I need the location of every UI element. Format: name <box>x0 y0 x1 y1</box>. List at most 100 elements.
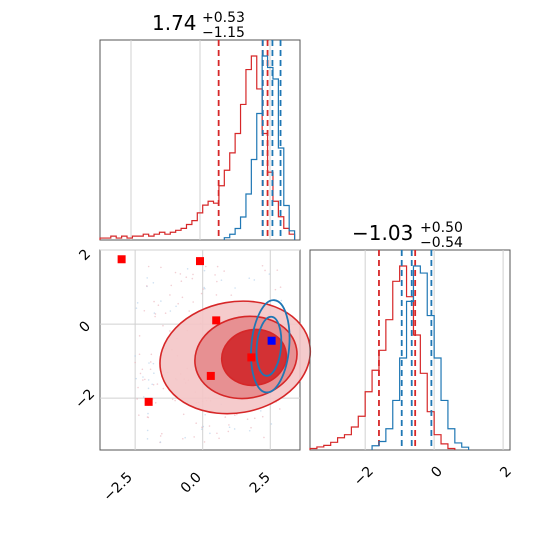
scatter-point <box>181 437 184 440</box>
blue-square-marker <box>267 336 276 345</box>
scatter-point <box>156 383 159 385</box>
scatter-point <box>182 413 185 416</box>
scatter-point <box>259 410 262 412</box>
scatter-point <box>188 310 191 312</box>
scatter-point <box>147 412 149 415</box>
scatter-point <box>236 413 238 416</box>
scatter-point <box>169 294 171 296</box>
joint-xtick-labels: −2.5 0.0 2.5 <box>100 470 273 505</box>
scatter-point <box>234 414 236 416</box>
panel-bottom-right-frame <box>309 249 511 451</box>
hist-series-1-step <box>371 265 470 450</box>
scatter-point <box>169 330 171 332</box>
scatter-point <box>191 277 194 280</box>
scatter-point <box>138 335 141 337</box>
scatter-point <box>204 413 206 416</box>
hist-series-1-step <box>223 55 296 240</box>
title-param2-sub: −0.54 <box>420 235 463 251</box>
scatter-point <box>152 281 155 284</box>
title-param1-sub: −1.15 <box>202 25 245 41</box>
scatter-point <box>174 271 177 274</box>
scatter-point <box>181 296 184 299</box>
scatter-point <box>228 426 231 429</box>
scatter-point <box>270 423 273 425</box>
red-square-marker <box>206 371 215 380</box>
scatter-point <box>150 353 153 356</box>
scatter-point <box>261 264 264 267</box>
scatter-point <box>154 315 156 318</box>
joint-xtick-label: 0.0 <box>178 470 205 497</box>
scatter-point <box>227 430 230 433</box>
scatter-point <box>177 302 179 305</box>
panel-bottom-left <box>99 249 312 451</box>
scatter-point <box>204 287 206 290</box>
scatter-point <box>216 265 219 268</box>
red-square-marker <box>212 316 221 325</box>
scatter-point <box>135 307 138 309</box>
scatter-point <box>157 304 160 306</box>
scatter-point <box>138 414 140 416</box>
scatter-point <box>202 288 205 290</box>
scatter-point <box>186 268 189 270</box>
hist2-xtick-label: −2 <box>351 464 377 490</box>
scatter-point <box>201 426 203 429</box>
scatter-point <box>142 376 144 378</box>
scatter-point <box>142 379 144 381</box>
red-square-marker <box>117 255 126 264</box>
scatter-point <box>209 432 211 435</box>
panel-bottom-right <box>309 249 511 451</box>
scatter-point <box>200 292 203 295</box>
scatter-point <box>149 368 152 371</box>
scatter-point <box>146 285 148 287</box>
scatter-point <box>146 429 149 432</box>
scatter-point <box>250 426 252 429</box>
joint-xtick-label: 2.5 <box>247 470 274 497</box>
scatter-point <box>134 355 136 357</box>
red-square-marker <box>144 397 153 406</box>
scatter-point <box>278 408 281 410</box>
scatter-point <box>170 284 173 287</box>
red-square-marker <box>196 257 204 266</box>
scatter-point <box>202 425 205 428</box>
hist2-layer <box>309 250 504 450</box>
scatter-point <box>224 416 227 418</box>
scatter-point <box>171 398 174 401</box>
scatter-point <box>253 417 256 420</box>
blue-contour-level <box>255 315 283 377</box>
scatter-point <box>261 415 264 418</box>
scatter-point <box>233 428 236 430</box>
scatter-point <box>159 441 162 443</box>
joint-xtick-label: −2.5 <box>100 470 135 505</box>
scatter-point <box>151 383 153 386</box>
scatter-point <box>220 279 223 281</box>
scatter-point <box>279 286 282 288</box>
scatter-point <box>160 300 162 302</box>
hist-series-0-step <box>99 55 296 240</box>
blue-contour-level <box>250 299 291 394</box>
scatter-point <box>175 305 177 308</box>
scatter-point <box>141 368 144 371</box>
title-param1: 1.74 <box>152 11 197 35</box>
scatter-point <box>154 313 157 315</box>
scatter-point <box>193 436 195 438</box>
scatter-point <box>248 429 251 432</box>
scatter-point <box>203 441 206 443</box>
scatter-point <box>138 353 141 356</box>
scatter-point <box>152 362 155 365</box>
title-param1-sup: +0.53 <box>202 10 245 26</box>
scatter-point <box>218 437 220 440</box>
scatter-point <box>215 294 218 296</box>
scatter-point <box>147 387 150 390</box>
scatter-point <box>184 436 186 439</box>
scatter-point <box>203 269 206 272</box>
scatter-point <box>148 362 150 364</box>
scatter-point <box>174 399 176 402</box>
scatter-point <box>234 287 236 289</box>
scatter-point <box>136 302 139 304</box>
scatter-point <box>135 377 137 380</box>
scatter-point <box>142 396 145 398</box>
scatter-point <box>134 361 136 364</box>
scatter-point <box>149 361 152 363</box>
hist2-xtick-label: 2 <box>497 464 515 482</box>
